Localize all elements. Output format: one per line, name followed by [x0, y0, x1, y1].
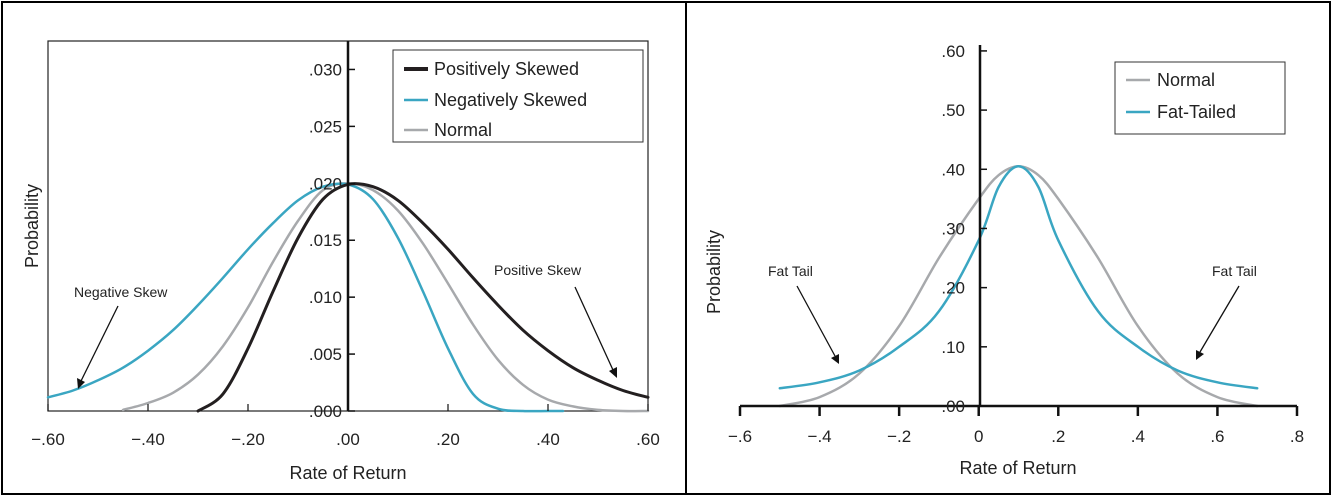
- x-tick-label: .6: [1210, 427, 1224, 446]
- legend: Positively Skewed Negatively Skewed Norm…: [392, 49, 644, 143]
- series-line-negatively-skewed: [46, 182, 565, 413]
- x-tick-label: .4: [1131, 427, 1145, 446]
- x-tick-label: −.20: [231, 430, 265, 449]
- x-tick-label: −.2: [887, 427, 911, 446]
- x-axis-label: Rate of Return: [959, 458, 1076, 478]
- right-panel-border: [685, 1, 1331, 495]
- arrowhead-fat-tail-right: [1196, 350, 1204, 360]
- legend-label-normal: Normal: [1157, 70, 1215, 90]
- x-tick-label: .2: [1051, 427, 1065, 446]
- x-tick-label: .00: [336, 430, 360, 449]
- y-tick-label: .010: [309, 288, 342, 307]
- annotation-arrow-fat-tail-left: [796, 285, 836, 357]
- x-tick-label: .20: [436, 430, 460, 449]
- y-tick-label: .30: [941, 219, 965, 238]
- arrowhead-positive-skew: [609, 367, 617, 378]
- annotation-negative-skew: Negative Skew: [74, 284, 168, 300]
- y-tick-label: .030: [309, 60, 342, 79]
- y-axis-label: Probability: [704, 230, 724, 314]
- legend-label-fat-tailed: Fat-Tailed: [1157, 102, 1236, 122]
- series-group: [778, 165, 1259, 408]
- x-tick-label: .60: [636, 430, 660, 449]
- legend-box: [392, 49, 644, 143]
- x-tick-label: 0: [974, 427, 983, 446]
- y-tick-label: .00: [941, 397, 965, 416]
- annotation-fat-tail-left: Fat Tail: [768, 263, 813, 279]
- x-tick-label: .8: [1290, 427, 1304, 446]
- axis-group: −.6 −.4 −.2 0 .2 .4 .6 .8 .00 .10 .20 .30 .40 .50 .60: [728, 42, 1304, 446]
- series-group: [46, 182, 650, 413]
- legend-label-normal: Normal: [434, 120, 492, 140]
- skewness-chart: −.60 −.40 −.20 .00 .20 .40 .60 .000 .005 .010 .015…: [22, 40, 660, 483]
- annotation-fat-tail-right: Fat Tail: [1212, 263, 1257, 279]
- y-tick-label: .000: [309, 402, 342, 421]
- y-tick-label: .025: [309, 117, 342, 136]
- arrowhead-negative-skew: [77, 378, 85, 389]
- annotation-arrow-fat-tail-right: [1199, 285, 1240, 353]
- y-tick-label: .015: [309, 231, 342, 250]
- series-line-normal: [121, 182, 650, 413]
- arrowhead-fat-tail-left: [831, 354, 839, 364]
- y-axis-label: Probability: [22, 184, 42, 268]
- x-tick-label: −.4: [808, 427, 832, 446]
- x-axis-label: Rate of Return: [289, 463, 406, 483]
- x-tick-label: −.6: [728, 427, 752, 446]
- y-tick-label: .020: [309, 174, 342, 193]
- series-line-fat-tailed: [778, 165, 1259, 390]
- annotation-arrow-negative-skew: [80, 305, 119, 382]
- axis-group: −.60 −.40 −.20 .00 .20 .40 .60 .000 .005 .010 .015…: [31, 41, 660, 449]
- legend-box: [1114, 61, 1286, 135]
- x-tick-label: .40: [536, 430, 560, 449]
- legend-label-positively-skewed: Positively Skewed: [434, 59, 579, 79]
- y-tick-label: .40: [941, 160, 965, 179]
- x-tick-label: −.60: [31, 430, 65, 449]
- y-tick-label: .10: [941, 338, 965, 357]
- annotation-arrow-positive-skew: [574, 286, 614, 371]
- annotation-positive-skew: Positive Skew: [494, 262, 582, 278]
- series-line-positively-skewed: [196, 182, 650, 413]
- series-line-normal: [778, 165, 1259, 408]
- y-tick-label: .60: [941, 42, 965, 61]
- fat-tail-chart: −.6 −.4 −.2 0.2.4.6.8.00.10.20.30.40.50.60 …: [704, 42, 1304, 478]
- legend-label-negatively-skewed: Negatively Skewed: [434, 90, 587, 110]
- x-tick-label: −.40: [131, 430, 165, 449]
- y-tick-label: .20: [941, 279, 965, 298]
- y-tick-label: .50: [941, 101, 965, 120]
- y-tick-label: .005: [309, 345, 342, 364]
- legend: Normal Fat-Tailed: [1114, 61, 1286, 135]
